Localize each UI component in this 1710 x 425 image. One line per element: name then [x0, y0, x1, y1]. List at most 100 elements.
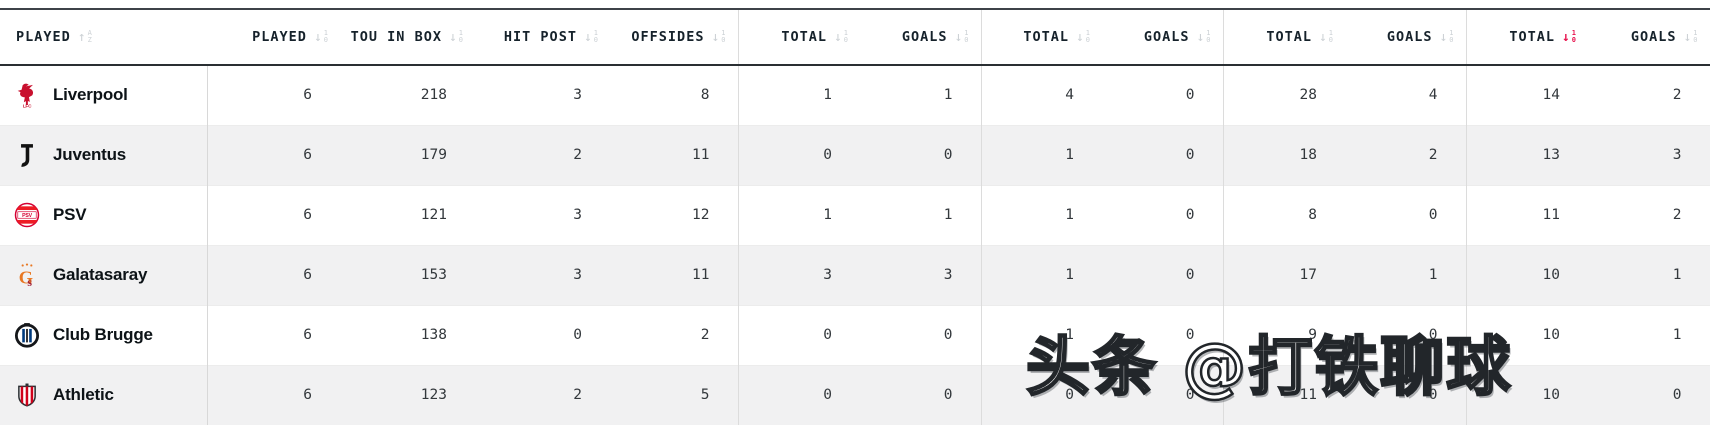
cell-hit-post: 3	[475, 64, 610, 125]
team-cell-liverpool[interactable]: LFC Liverpool	[0, 64, 208, 125]
table-row: G s Galatasaray 6 153 3 11 3 3 1 0 17 1 …	[0, 244, 1710, 305]
cell-played: 6	[207, 244, 340, 305]
cell-hit-post: 2	[475, 124, 610, 185]
column-header-tou-in-box[interactable]: TOU IN BOX	[340, 9, 475, 66]
svg-text:s: s	[27, 275, 32, 288]
cell-total-3: 11	[1222, 364, 1345, 425]
cell-offsides: 8	[610, 64, 738, 125]
table-row: Athletic 6 123 2 5 0 0 0 0 11 0 10 0	[0, 364, 1710, 425]
cell-goals-4: 2	[1588, 184, 1710, 245]
cell-total-2: 1	[980, 184, 1102, 245]
cell-total-4: 10	[1465, 244, 1588, 305]
table-row: Club Brugge 6 138 0 2 0 0 1 0 9 0 10 1	[0, 304, 1710, 365]
cell-total-2: 4	[980, 64, 1102, 125]
column-header-played[interactable]: PLAYED	[207, 9, 340, 66]
sort-numeric-icon	[1196, 29, 1210, 45]
sort-numeric-icon	[1683, 29, 1697, 45]
sort-numeric-icon	[711, 29, 725, 45]
cell-total-3: 18	[1222, 124, 1345, 185]
cell-hit-post: 0	[475, 304, 610, 365]
cell-goals-1: 1	[860, 184, 981, 245]
cell-goals-2: 0	[1102, 364, 1223, 425]
cell-goals-3: 0	[1345, 364, 1466, 425]
sort-numeric-icon	[1319, 29, 1333, 45]
column-header-total-3[interactable]: TOTAL	[1222, 9, 1345, 66]
team-name: Galatasaray	[53, 265, 148, 284]
cell-total-4: 10	[1465, 304, 1588, 365]
table-row: Juventus 6 179 2 11 0 0 1 0 18 2 13 3	[0, 124, 1710, 185]
cell-tou-in-box: 179	[340, 124, 475, 185]
team-name: Club Brugge	[53, 325, 153, 344]
sort-alpha-icon	[78, 29, 92, 45]
cell-played: 6	[207, 64, 340, 125]
cell-tou-in-box: 218	[340, 64, 475, 125]
cell-goals-2: 0	[1102, 304, 1223, 365]
team-name: Athletic	[53, 385, 114, 405]
sort-numeric-icon	[954, 29, 968, 45]
galatasaray-logo: G s	[19, 263, 33, 288]
team-cell-psv[interactable]: PSV PSV	[0, 184, 208, 245]
team-name: Juventus	[53, 145, 127, 164]
cell-offsides: 12	[610, 184, 738, 245]
cell-total-2: 1	[980, 124, 1102, 185]
cell-goals-4: 2	[1588, 64, 1710, 125]
sort-numeric-icon	[1439, 29, 1453, 45]
column-header-team[interactable]: PLAYED	[0, 9, 207, 66]
cell-goals-1: 0	[860, 304, 981, 365]
column-header-total-1[interactable]: TOTAL	[737, 9, 860, 66]
team-cell-club-brugge[interactable]: Club Brugge	[0, 304, 208, 365]
column-header-offsides[interactable]: OFFSIDES	[610, 9, 738, 66]
cell-total-2: 1	[980, 304, 1102, 365]
cell-goals-4: 3	[1588, 124, 1710, 185]
cell-offsides: 11	[610, 124, 738, 185]
column-header-goals-3[interactable]: GOALS	[1345, 9, 1466, 66]
cell-total-1: 1	[737, 64, 860, 125]
cell-offsides: 5	[610, 364, 738, 425]
header-row: PLAYED PLAYED TOU IN BOX HIT POST OFFSID…	[0, 9, 1710, 66]
column-header-goals-2[interactable]: GOALS	[1102, 9, 1223, 66]
sort-numeric-icon	[314, 29, 328, 45]
column-header-total-2[interactable]: TOTAL	[980, 9, 1102, 66]
table-row: PSV PSV 6 121 3 12 1 1 1 0 8 0 11 2	[0, 184, 1710, 245]
cell-tou-in-box: 138	[340, 304, 475, 365]
cell-total-4: 13	[1465, 124, 1588, 185]
svg-text:G: G	[19, 268, 33, 288]
team-name: PSV	[53, 205, 87, 224]
cell-tou-in-box: 153	[340, 244, 475, 305]
cell-total-1: 1	[737, 184, 860, 245]
sort-numeric-icon	[1076, 29, 1090, 45]
team-cell-galatasaray[interactable]: G s Galatasaray	[0, 244, 208, 305]
cell-total-4: 10	[1465, 364, 1588, 425]
cell-goals-3: 0	[1345, 184, 1466, 245]
team-stats-table: PLAYED PLAYED TOU IN BOX HIT POST OFFSID…	[0, 8, 1710, 425]
team-cell-athletic[interactable]: Athletic	[0, 364, 208, 425]
cell-total-1: 0	[737, 364, 860, 425]
cell-goals-2: 0	[1102, 124, 1223, 185]
cell-goals-4: 1	[1588, 304, 1710, 365]
cell-goals-4: 1	[1588, 244, 1710, 305]
table-row: LFC Liverpool 6 218 3 8 1 1 4 0 28 4 14 …	[0, 64, 1710, 125]
cell-total-3: 17	[1222, 244, 1345, 305]
cell-total-3: 8	[1222, 184, 1345, 245]
column-header-goals-1[interactable]: GOALS	[860, 9, 981, 66]
cell-hit-post: 2	[475, 364, 610, 425]
cell-total-3: 9	[1222, 304, 1345, 365]
cell-total-4: 11	[1465, 184, 1588, 245]
cell-goals-3: 4	[1345, 64, 1466, 125]
column-header-goals-4[interactable]: GOALS	[1588, 9, 1710, 66]
column-header-hit-post[interactable]: HIT POST	[475, 9, 610, 66]
cell-played: 6	[207, 364, 340, 425]
column-header-total-4-active-sort[interactable]: TOTAL	[1465, 9, 1588, 66]
cell-played: 6	[207, 304, 340, 365]
club-brugge-logo	[14, 323, 40, 348]
juventus-logo	[21, 144, 33, 167]
cell-goals-2: 0	[1102, 64, 1223, 125]
svg-text:LFC: LFC	[23, 104, 32, 109]
cell-goals-2: 0	[1102, 244, 1223, 305]
sort-numeric-icon	[449, 29, 463, 45]
cell-total-1: 3	[737, 244, 860, 305]
sort-numeric-icon	[584, 29, 598, 45]
team-cell-juventus[interactable]: Juventus	[0, 124, 208, 185]
sort-numeric-active-icon	[1562, 29, 1576, 45]
